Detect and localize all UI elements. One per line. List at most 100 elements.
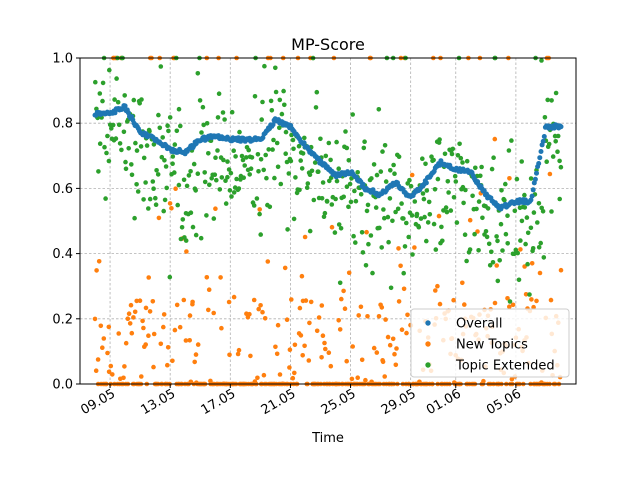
topic-extended-point xyxy=(296,143,302,149)
new-topics-point xyxy=(329,224,335,230)
topic-extended-point xyxy=(410,252,415,257)
new-topics-point xyxy=(292,370,297,376)
new-topics-point xyxy=(127,321,133,326)
topic-extended-point xyxy=(151,186,156,191)
topic-extended-point xyxy=(344,184,350,189)
y-tick-label: 0.0 xyxy=(52,378,73,393)
topic-extended-point xyxy=(522,192,527,198)
topic-extended-point xyxy=(309,168,315,174)
overall-point xyxy=(558,124,564,130)
new-topics-point xyxy=(251,297,257,303)
chart-title: MP-Score xyxy=(291,35,365,54)
topic-extended-point xyxy=(336,222,342,227)
new-topics-point xyxy=(302,343,307,349)
topic-extended-point xyxy=(178,236,184,242)
topic-extended-point xyxy=(461,200,466,206)
topic-extended-point xyxy=(219,175,225,180)
new-topics-point xyxy=(204,275,210,280)
new-topics-point xyxy=(365,314,370,319)
topic-extended-point xyxy=(240,157,246,163)
topic-extended-point xyxy=(165,123,170,128)
new-topics-point xyxy=(460,280,465,286)
new-topics-point xyxy=(213,206,218,211)
new-topics-point xyxy=(181,297,187,303)
topic-extended-point xyxy=(290,137,296,143)
new-topics-point xyxy=(307,320,312,326)
topic-extended-point xyxy=(362,139,367,144)
topic-extended-point xyxy=(437,137,442,142)
topic-extended-point xyxy=(366,241,371,247)
legend-marker xyxy=(425,362,431,368)
new-topics-point xyxy=(132,309,138,315)
topic-extended-point xyxy=(503,181,508,187)
new-topics-point xyxy=(303,298,309,303)
topic-extended-point xyxy=(360,250,366,255)
topic-extended-point xyxy=(226,167,232,172)
topic-extended-point xyxy=(183,238,189,243)
new-topics-point xyxy=(531,304,536,310)
topic-extended-point xyxy=(244,155,249,160)
topic-extended-point xyxy=(337,280,343,286)
topic-extended-point xyxy=(191,161,197,167)
new-topics-point xyxy=(316,315,322,320)
topic-extended-point xyxy=(451,195,457,200)
new-topics-point xyxy=(398,263,403,269)
topic-extended-point xyxy=(380,149,385,154)
new-topics-point xyxy=(337,327,343,332)
topic-extended-point xyxy=(407,177,412,183)
new-topics-point xyxy=(187,313,193,318)
topic-extended-point xyxy=(288,158,294,164)
topic-extended-point xyxy=(431,221,437,227)
new-topics-point xyxy=(165,362,170,368)
topic-extended-point xyxy=(544,159,549,164)
new-topics-point xyxy=(302,234,308,240)
topic-extended-point xyxy=(135,189,141,194)
topic-extended-point xyxy=(440,238,445,244)
topic-extended-point xyxy=(509,138,514,143)
topic-extended-point xyxy=(539,58,544,63)
topic-extended-point xyxy=(258,157,264,162)
topic-extended-point xyxy=(536,245,542,250)
topic-extended-point xyxy=(460,160,465,165)
overall-point xyxy=(122,103,128,109)
topic-extended-point xyxy=(131,97,137,103)
topic-extended-point xyxy=(498,221,504,227)
topic-extended-point xyxy=(193,232,199,238)
plot-frame xyxy=(79,57,577,385)
topic-extended-point xyxy=(158,64,164,69)
topic-extended-point xyxy=(281,88,286,94)
new-topics-point xyxy=(106,369,112,375)
topic-extended-point xyxy=(153,202,159,207)
new-topics-point xyxy=(98,323,104,329)
topic-extended-point xyxy=(213,155,218,160)
new-topics-point xyxy=(298,333,304,338)
topic-extended-point xyxy=(381,207,386,212)
topic-extended-point xyxy=(343,129,348,134)
topic-extended-point xyxy=(102,144,107,150)
topic-extended-point xyxy=(153,195,158,201)
new-topics-point xyxy=(235,351,241,357)
new-topics-point xyxy=(231,294,237,300)
topic-extended-point xyxy=(316,169,321,174)
topic-extended-point xyxy=(197,98,203,103)
new-topics-point xyxy=(322,340,327,346)
topic-extended-point xyxy=(113,136,119,141)
topic-extended-point xyxy=(109,126,114,131)
topic-extended-point xyxy=(179,225,185,230)
new-topics-point xyxy=(344,358,350,364)
topic-extended-point xyxy=(528,176,534,181)
new-topics-point xyxy=(123,340,129,346)
new-topics-point xyxy=(183,338,189,343)
new-topics-point xyxy=(96,259,102,264)
new-topics-point xyxy=(94,268,99,273)
topic-extended-point xyxy=(491,155,496,160)
topic-extended-point xyxy=(225,159,230,164)
topic-extended-point xyxy=(283,129,289,135)
overall-point xyxy=(270,122,276,128)
topic-extended-point xyxy=(525,261,530,267)
new-topics-point xyxy=(401,286,407,292)
new-topics-point xyxy=(289,297,294,302)
topic-extended-point xyxy=(392,171,397,176)
new-topics-point xyxy=(227,352,232,358)
new-topics-point xyxy=(122,364,127,369)
